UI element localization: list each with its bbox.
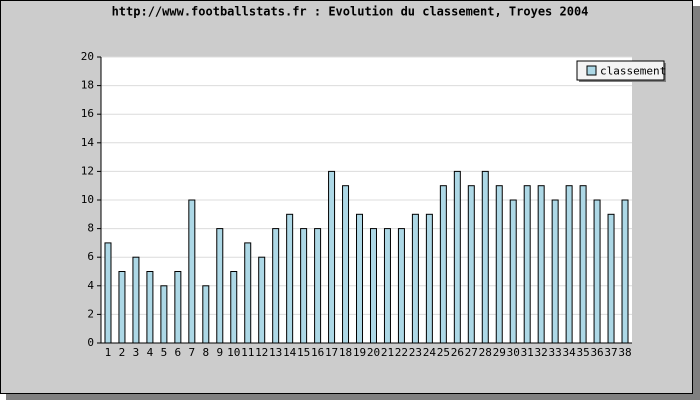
y-tick-label: 0 <box>87 336 94 349</box>
bar <box>579 185 587 344</box>
legend-swatch <box>586 65 597 76</box>
bar <box>328 170 336 344</box>
x-tick-label: 22 <box>395 346 408 359</box>
x-tick-label: 35 <box>576 346 589 359</box>
bar <box>174 271 182 344</box>
bar <box>621 199 629 344</box>
bar <box>439 185 447 344</box>
x-tick-label: 5 <box>161 346 168 359</box>
x-tick-label: 26 <box>451 346 464 359</box>
y-tick-label: 16 <box>81 107 94 120</box>
bar <box>481 170 489 344</box>
x-tick-label: 34 <box>562 346 576 359</box>
bar <box>104 242 112 344</box>
x-tick-label: 18 <box>339 346 352 359</box>
x-tick-label: 4 <box>147 346 154 359</box>
bar <box>342 185 350 344</box>
bar <box>258 256 266 344</box>
x-tick-label: 2 <box>119 346 126 359</box>
bar <box>314 228 322 344</box>
x-tick-label: 14 <box>283 346 297 359</box>
bar <box>607 213 615 344</box>
x-tick-label: 36 <box>590 346 603 359</box>
x-tick-label: 25 <box>437 346 450 359</box>
x-tick-label: 24 <box>423 346 437 359</box>
x-tick-label: 32 <box>535 346 548 359</box>
x-tick-label: 6 <box>175 346 182 359</box>
bar <box>537 185 545 344</box>
legend-label: classement <box>600 65 666 78</box>
bar <box>593 199 601 344</box>
x-tick-label: 9 <box>216 346 223 359</box>
bar <box>495 185 503 344</box>
bar <box>509 199 517 344</box>
x-tick-label: 31 <box>521 346 534 359</box>
bar <box>383 228 391 344</box>
bar <box>244 242 252 344</box>
x-tick-label: 13 <box>269 346 282 359</box>
bar <box>216 228 224 344</box>
x-tick-label: 27 <box>465 346 478 359</box>
bar <box>272 228 280 344</box>
bar <box>230 271 238 344</box>
x-tick-label: 19 <box>353 346 366 359</box>
x-tick-label: 11 <box>241 346 254 359</box>
chart-title: http://www.footballstats.fr : Evolution … <box>112 5 589 19</box>
y-tick-label: 12 <box>81 164 94 177</box>
bar <box>467 185 475 344</box>
bar <box>411 213 419 344</box>
bar <box>397 228 405 344</box>
bar <box>146 271 154 344</box>
y-tick-label: 2 <box>87 307 94 320</box>
x-tick-label: 17 <box>325 346 338 359</box>
x-tick-label: 10 <box>227 346 240 359</box>
x-tick-label: 37 <box>604 346 617 359</box>
x-tick-label: 7 <box>189 346 196 359</box>
bar <box>286 213 294 344</box>
bar <box>356 213 364 344</box>
y-tick-label: 20 <box>81 50 94 63</box>
y-tick-label: 18 <box>81 79 94 92</box>
bar <box>425 213 433 344</box>
x-tick-label: 30 <box>507 346 520 359</box>
y-tick-label: 14 <box>81 136 95 149</box>
x-tick-label: 23 <box>409 346 422 359</box>
bar <box>523 185 531 344</box>
x-tick-label: 1 <box>105 346 112 359</box>
bar <box>188 199 196 344</box>
bar <box>369 228 377 344</box>
x-tick-label: 21 <box>381 346 394 359</box>
bar <box>453 170 461 344</box>
legend-box <box>576 60 665 81</box>
y-tick-label: 10 <box>81 193 94 206</box>
x-tick-label: 8 <box>202 346 209 359</box>
bar <box>565 185 573 344</box>
bar <box>551 199 559 344</box>
x-tick-label: 33 <box>549 346 562 359</box>
x-tick-label: 15 <box>297 346 310 359</box>
y-tick-label: 4 <box>87 279 94 292</box>
x-tick-label: 3 <box>133 346 140 359</box>
bar <box>300 228 308 344</box>
x-tick-label: 20 <box>367 346 380 359</box>
x-tick-label: 12 <box>255 346 268 359</box>
bar <box>132 256 140 344</box>
bar <box>118 271 126 344</box>
bar <box>202 285 210 344</box>
x-tick-label: 29 <box>493 346 506 359</box>
x-tick-label: 38 <box>618 346 631 359</box>
x-tick-label: 28 <box>479 346 492 359</box>
x-tick-label: 16 <box>311 346 324 359</box>
y-tick-label: 6 <box>87 250 94 263</box>
y-tick-label: 8 <box>87 222 94 235</box>
bar <box>160 285 168 344</box>
